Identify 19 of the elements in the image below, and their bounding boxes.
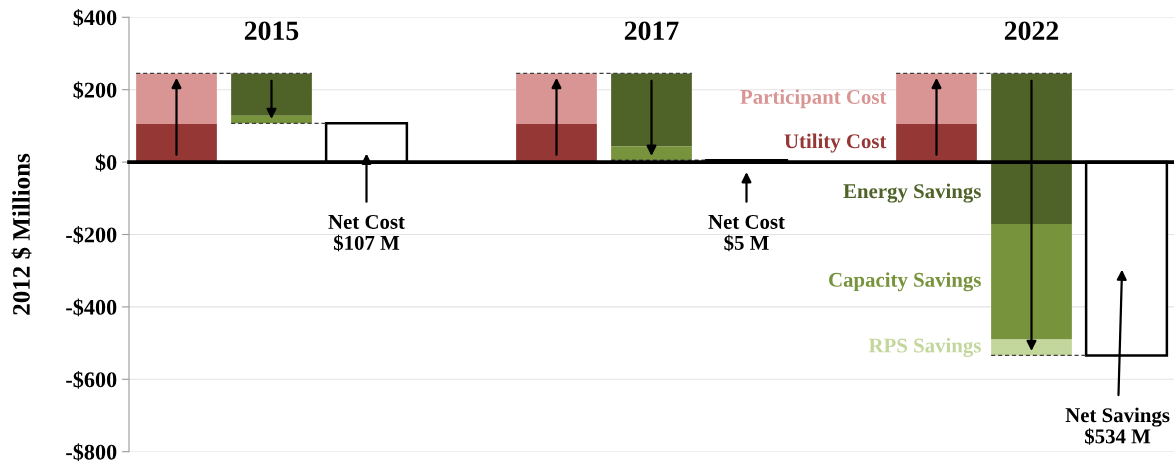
- y-tick-label: $400: [73, 8, 117, 27]
- y-tick-label: $0: [95, 153, 117, 172]
- y-tick-label: -$400: [66, 298, 117, 317]
- y-tick-label: $200: [73, 81, 117, 100]
- series-label: Energy Savings: [843, 183, 981, 203]
- y-tick-label: -$200: [66, 226, 117, 244]
- x-tick-label: 2017: [624, 21, 679, 41]
- x-tick-label: 2022: [1004, 21, 1059, 41]
- data-label: Net Cost $5 M: [708, 214, 785, 252]
- data-label: Net Savings $534 M: [1065, 407, 1170, 445]
- data-label: Net Cost $107 M: [328, 214, 405, 252]
- y-tick-label: -$800: [66, 443, 117, 462]
- y-axis-title: 2012 $ Millions: [11, 153, 32, 315]
- series-label: Capacity Savings: [829, 272, 981, 292]
- series-label: Utility Cost: [784, 133, 887, 153]
- series-label: Participant Cost: [740, 89, 887, 109]
- x-tick-label: 2015: [244, 21, 299, 41]
- y-tick-label: -$600: [66, 370, 117, 389]
- series-label: RPS Savings: [868, 337, 981, 357]
